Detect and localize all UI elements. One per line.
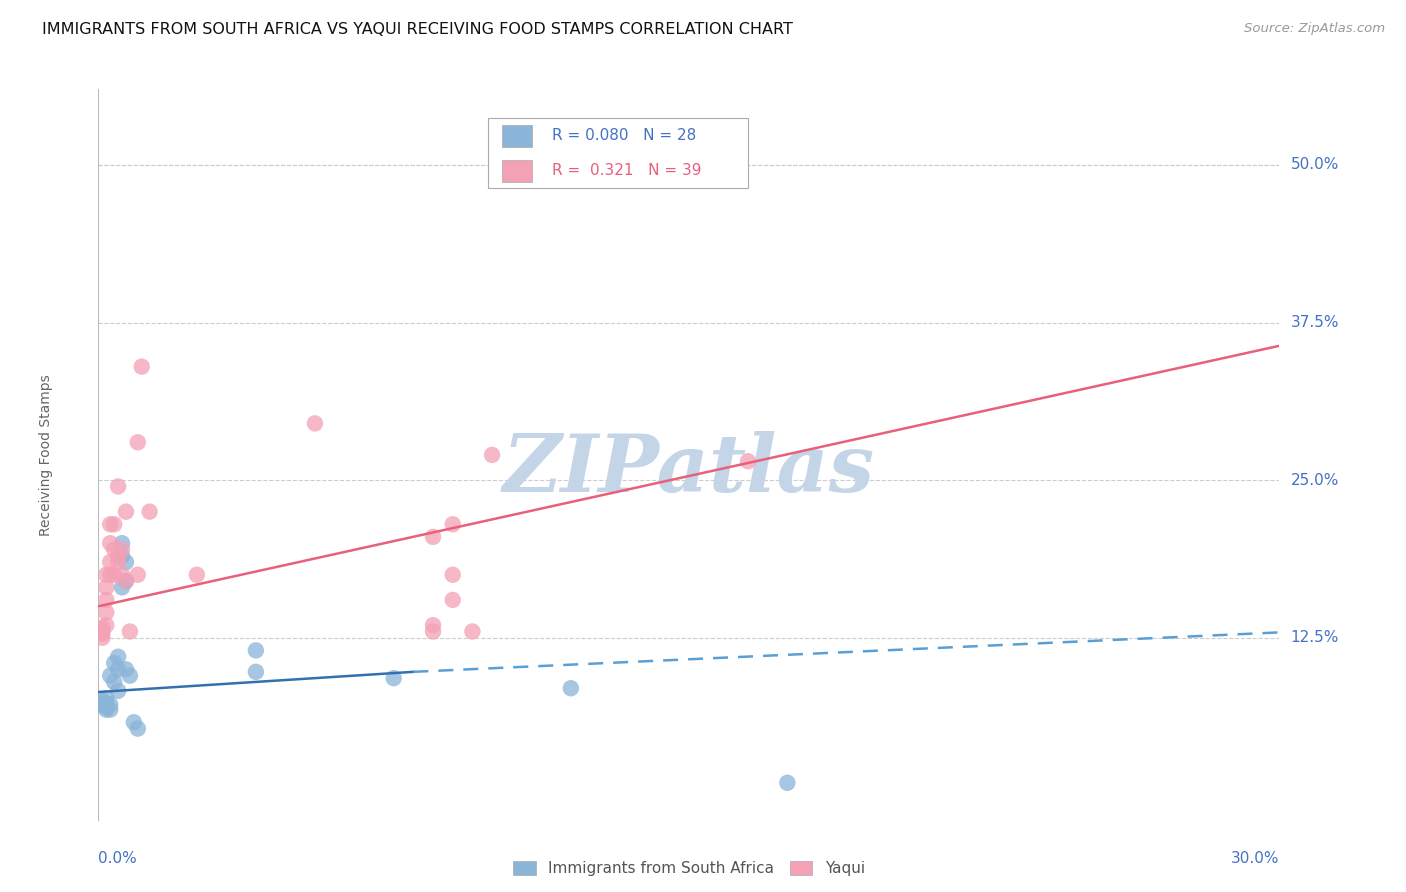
Point [96, 606, 118, 620]
Point [96, 700, 118, 714]
Point [115, 505, 138, 519]
Point [382, 671, 405, 685]
Point [118, 624, 141, 639]
Point [115, 555, 138, 569]
Point [91, 627, 114, 641]
Point [96, 593, 118, 607]
Point [98, 517, 121, 532]
Point [103, 674, 125, 689]
Point [138, 505, 160, 519]
Point [107, 555, 129, 569]
Point [737, 454, 759, 468]
Point [127, 722, 149, 736]
Point [245, 665, 267, 679]
Text: 0.0%: 0.0% [98, 851, 138, 866]
Point [111, 542, 134, 557]
Point [98, 703, 121, 717]
Point [127, 435, 149, 450]
Point [118, 668, 141, 682]
Point [103, 567, 125, 582]
Point [560, 681, 582, 696]
Point [103, 517, 125, 532]
FancyBboxPatch shape [488, 119, 748, 188]
Point [441, 517, 464, 532]
Text: IMMIGRANTS FROM SOUTH AFRICA VS YAQUI RECEIVING FOOD STAMPS CORRELATION CHART: IMMIGRANTS FROM SOUTH AFRICA VS YAQUI RE… [42, 22, 793, 37]
Point [111, 580, 134, 594]
Text: Source: ZipAtlas.com: Source: ZipAtlas.com [1244, 22, 1385, 36]
Text: ZIPatlas: ZIPatlas [503, 431, 875, 508]
Point [96, 691, 118, 706]
Point [91, 621, 114, 635]
Point [96, 580, 118, 594]
Bar [502, 160, 531, 182]
Point [422, 530, 444, 544]
Text: 25.0%: 25.0% [1291, 473, 1339, 488]
Point [98, 536, 121, 550]
Point [441, 593, 464, 607]
Point [96, 703, 118, 717]
Text: Receiving Food Stamps: Receiving Food Stamps [38, 374, 52, 536]
Point [96, 618, 118, 632]
Text: R =  0.321   N = 39: R = 0.321 N = 39 [553, 163, 702, 178]
Text: 37.5%: 37.5% [1291, 315, 1339, 330]
Point [186, 567, 208, 582]
Point [103, 542, 125, 557]
Point [131, 359, 153, 374]
Point [91, 631, 114, 645]
Point [115, 574, 138, 588]
Point [107, 649, 129, 664]
Point [107, 479, 129, 493]
Point [245, 643, 267, 657]
Point [304, 417, 326, 431]
Text: R = 0.080   N = 28: R = 0.080 N = 28 [553, 128, 696, 144]
Text: 30.0%: 30.0% [1232, 851, 1279, 866]
Point [111, 567, 134, 582]
Point [98, 567, 121, 582]
Point [91, 624, 114, 639]
Point [96, 567, 118, 582]
Point [776, 776, 799, 790]
Point [422, 624, 444, 639]
Point [481, 448, 503, 462]
Point [98, 698, 121, 712]
Point [441, 567, 464, 582]
Text: 12.5%: 12.5% [1291, 631, 1339, 645]
Point [461, 624, 484, 639]
Point [98, 555, 121, 569]
Point [96, 697, 118, 711]
Bar [502, 125, 531, 147]
Legend: Immigrants from South Africa, Yaqui: Immigrants from South Africa, Yaqui [508, 855, 870, 882]
Point [91, 698, 114, 712]
Point [111, 536, 134, 550]
Text: 50.0%: 50.0% [1291, 157, 1339, 172]
Point [111, 549, 134, 563]
Point [422, 618, 444, 632]
Point [115, 574, 138, 588]
Point [115, 662, 138, 676]
Point [107, 683, 129, 698]
Point [91, 694, 114, 708]
Point [98, 668, 121, 682]
Point [122, 715, 145, 730]
Point [107, 549, 129, 563]
Point [127, 567, 149, 582]
Point [107, 662, 129, 676]
Point [103, 656, 125, 670]
